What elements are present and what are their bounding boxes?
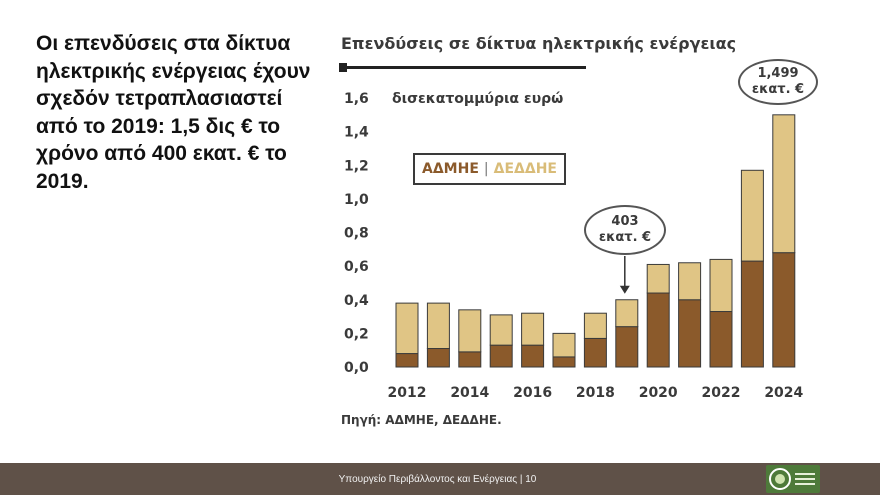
y-tick-label: 1,6 xyxy=(344,91,369,107)
bar-deddie-2020 xyxy=(646,263,670,294)
legend-deddie: ΔΕΔΔΗΕ xyxy=(493,161,557,177)
x-tick-label: 2012 xyxy=(388,385,427,401)
title-underline-cap xyxy=(339,63,347,72)
bar-deddie-2013 xyxy=(426,302,450,350)
legend-admie: ΑΔΜΗΕ xyxy=(422,161,479,177)
bar-admie-2021 xyxy=(678,299,702,368)
bar-admie-2020 xyxy=(646,292,670,368)
bar-admie-2019 xyxy=(615,326,639,368)
bar-deddie-2014 xyxy=(458,309,482,353)
bar-admie-2022 xyxy=(709,311,733,368)
title-underline xyxy=(341,66,586,69)
x-tick-label: 2014 xyxy=(450,385,489,401)
callout-2024: 1,499 εκατ. € xyxy=(738,59,818,105)
x-tick-label: 2018 xyxy=(576,385,615,401)
footer-bar: Υπουργείο Περιβάλλοντος και Ενέργειας | … xyxy=(0,463,880,495)
bar-deddie-2015 xyxy=(489,314,513,346)
footer-text: Υπουργείο Περιβάλλοντος και Ενέργειας | … xyxy=(338,474,537,485)
y-axis-unit-label: δισεκατομμύρια ευρώ xyxy=(392,91,563,107)
bar-admie-2024 xyxy=(772,252,796,368)
bar-deddie-2022 xyxy=(709,258,733,313)
stacked-bar-chart: 0,0 0,2 0,4 0,6 0,8 1,0 1,2 1,4 1,6 δισεκατομμύρι… xyxy=(344,91,804,401)
y-tick-label: 0,2 xyxy=(344,326,369,342)
x-tick-label: 2016 xyxy=(513,385,552,401)
bar-admie-2016 xyxy=(521,344,545,368)
lead-text: Οι επενδύσεις στα δίκτυα ηλεκτρικής ενέρ… xyxy=(36,32,311,193)
bar-admie-2015 xyxy=(489,344,513,368)
legend-separator: | xyxy=(483,161,489,177)
ministry-logo-icon xyxy=(766,465,820,493)
y-tick-label: 0,6 xyxy=(344,259,369,275)
callout-arrow-head xyxy=(619,285,630,294)
bar-deddie-2023 xyxy=(740,169,764,262)
bar-deddie-2019 xyxy=(615,299,639,328)
y-tick-label: 0,0 xyxy=(344,360,369,376)
bar-deddie-2021 xyxy=(678,262,702,301)
bar-admie-2012 xyxy=(395,353,419,368)
bar-deddie-2016 xyxy=(521,312,545,346)
callout-2024-unit: εκατ. € xyxy=(751,82,805,97)
bar-deddie-2024 xyxy=(772,114,796,254)
chart-title: Επενδύσεις σε δίκτυα ηλεκτρικής ενέργεια… xyxy=(341,34,737,53)
bar-admie-2014 xyxy=(458,351,482,368)
chart-source: Πηγή: ΑΔΜΗΕ, ΔΕΔΔΗΕ. xyxy=(341,413,502,427)
chart-legend: ΑΔΜΗΕ | ΔΕΔΔΗΕ xyxy=(413,153,566,185)
x-tick-label: 2022 xyxy=(702,385,741,401)
bar-deddie-2012 xyxy=(395,302,419,355)
bar-admie-2017 xyxy=(552,356,576,368)
callout-2019: 403 εκατ. € xyxy=(584,205,666,255)
callout-2019-value: 403 xyxy=(611,214,639,229)
y-tick-label: 1,4 xyxy=(344,125,369,141)
x-tick-label: 2024 xyxy=(764,385,803,401)
y-tick-label: 1,0 xyxy=(344,192,369,208)
y-tick-label: 1,2 xyxy=(344,158,369,174)
y-ticks-group: 0,0 0,2 0,4 0,6 0,8 1,0 1,2 1,4 1,6 δισεκατομμύρι… xyxy=(344,91,563,376)
bar-deddie-2018 xyxy=(583,312,607,339)
bar-admie-2013 xyxy=(426,348,450,368)
bar-admie-2018 xyxy=(583,337,607,368)
callout-2024-value: 1,499 xyxy=(757,66,799,81)
y-tick-label: 0,4 xyxy=(344,293,369,309)
callout-2019-unit: εκατ. € xyxy=(598,230,652,245)
bar-admie-2023 xyxy=(740,260,764,368)
bars-group xyxy=(395,114,796,368)
x-ticks-group: 2012 2014 2016 2018 2020 2022 2024 xyxy=(388,385,804,401)
y-tick-label: 0,8 xyxy=(344,226,369,242)
bar-deddie-2017 xyxy=(552,332,576,358)
x-tick-label: 2020 xyxy=(639,385,678,401)
